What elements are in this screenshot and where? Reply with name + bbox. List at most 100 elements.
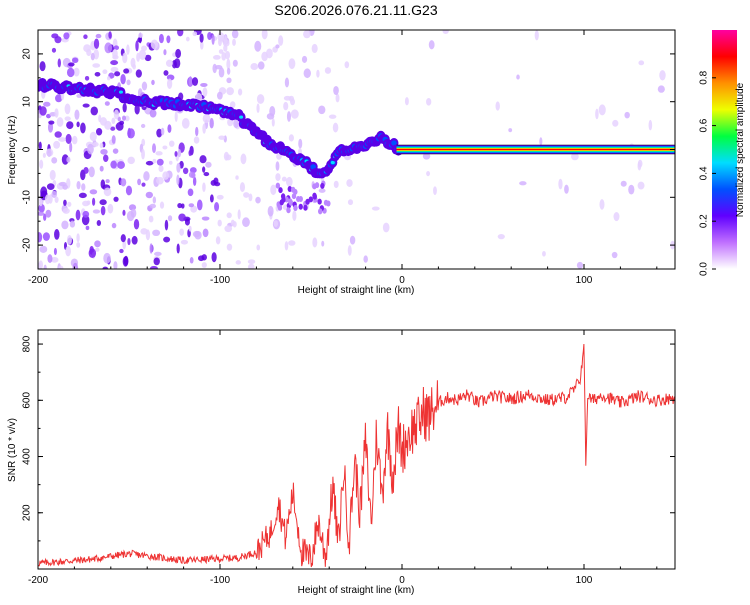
spectrogram-noise-cell — [318, 105, 326, 115]
spectrogram-trail-cell — [303, 204, 308, 211]
spectrogram-noise-cell — [42, 232, 50, 241]
spectrogram-trail-cell — [281, 196, 286, 203]
spectrogram-noise-cell — [50, 256, 59, 263]
spectrogram-noise-cell — [637, 181, 645, 190]
spectrogram-noise-cell — [133, 218, 140, 230]
snr-y-label: SNR (10 * v/v) — [7, 418, 18, 482]
spectrogram-noise-cell — [83, 34, 88, 39]
spectrogram-noise-cell — [303, 30, 311, 39]
snr-x-tick-label: 100 — [576, 575, 593, 586]
spectrogram-noise-cell — [188, 203, 195, 208]
spectrogram-noise-cell — [189, 167, 197, 174]
spectrogram-noise-cell — [61, 220, 69, 230]
spectrogram-noise-cell — [72, 262, 79, 269]
snr-x-tick-label: -200 — [28, 575, 48, 586]
spectrogram-x-tick-label: -200 — [28, 275, 48, 286]
spectrogram-noise-cell — [202, 182, 206, 193]
spectrogram-noise-cell — [261, 30, 268, 40]
spectrogram-noise-cell — [190, 205, 198, 213]
spectrogram-noise-cell — [74, 109, 80, 120]
spectrogram-noise-cell — [93, 38, 100, 50]
spectrogram-noise-cell — [611, 251, 618, 259]
spectrogram-noise-cell — [231, 30, 239, 39]
spectrogram-noise-cell — [433, 186, 437, 196]
spectrogram-noise-cell — [382, 222, 390, 233]
spectrogram-ridge — [38, 77, 675, 215]
spectrogram-noise-cell — [58, 265, 64, 269]
spectrogram-noise-cell — [99, 199, 107, 206]
spectrogram-noise-cell — [68, 62, 75, 67]
spectrogram-noise-cell — [347, 199, 354, 206]
spectrogram-x-label: Height of straight line (km) — [298, 285, 415, 296]
spectrogram-noise-cell — [214, 181, 221, 187]
spectrogram-noise-cell — [301, 55, 308, 63]
spectrogram-noise-cell — [141, 148, 145, 160]
spectrogram-noise-cell — [226, 77, 232, 84]
spectrogram-trail-cell — [320, 182, 325, 189]
spectrogram-noise-cell — [275, 44, 280, 49]
spectrogram-noise-cell — [63, 32, 70, 40]
spectrogram-noise-cell — [53, 247, 57, 256]
spectrogram-noise-cell — [363, 255, 368, 263]
spectrogram-noise-cell — [54, 131, 62, 138]
spectrogram-y-tick-label: -20 — [22, 237, 33, 252]
spectrogram-trail-cell — [312, 193, 317, 200]
spectrogram-noise-cell — [71, 135, 78, 145]
spectrogram-x-tick-label: -100 — [210, 275, 230, 286]
spectrogram-noise-cell — [164, 219, 169, 231]
spectrogram-noise-cell — [202, 123, 206, 134]
spectrogram-noise-cell — [67, 234, 72, 245]
spectrogram-noise-cell — [141, 81, 148, 91]
spectrogram-noise-cell — [107, 203, 114, 214]
spectrogram-noise-cell — [167, 215, 173, 222]
snr-x-tick-label: 0 — [399, 575, 405, 586]
spectrogram-noise-cell — [276, 153, 282, 160]
spectrogram-noise-cell — [90, 52, 95, 61]
spectrogram-noise-cell — [127, 127, 131, 139]
spectrogram-noise-cell — [226, 212, 232, 219]
spectrogram-noise-cell — [38, 141, 42, 151]
spectrogram-noise-cell — [122, 52, 128, 64]
spectrogram-noise-cell — [426, 98, 432, 106]
spectrogram-noise-cell — [199, 40, 204, 50]
snr-series-line — [38, 343, 675, 568]
spectrogram-noise-cell — [67, 201, 72, 207]
spectrogram-noise-cell — [428, 40, 435, 50]
spectrogram-noise-cell — [637, 159, 643, 168]
spectrogram-noise-cell — [69, 220, 76, 228]
spectrogram-noise-cell — [98, 114, 102, 123]
spectrogram-noise-cell — [595, 108, 599, 120]
spectrogram-noise-cell — [224, 50, 231, 60]
spectrogram-noise-cell — [45, 148, 54, 157]
spectrogram-noise-cell — [155, 176, 164, 185]
spectrogram-noise-cell — [112, 148, 119, 154]
spectrogram-noise-cell — [316, 69, 320, 78]
spectrogram-noise-cell — [203, 172, 210, 177]
spectrogram-noise-cell — [86, 48, 92, 57]
spectrogram-noise-cell — [126, 79, 131, 86]
spectrogram-trail-cell — [298, 203, 303, 210]
spectrogram-noise-cell — [113, 45, 120, 51]
colorbar-tick-label: 0.4 — [699, 166, 710, 180]
spectrogram-noise-cell — [99, 142, 104, 149]
spectrogram-noise-cell — [137, 37, 142, 43]
spectrogram-noise-cell — [188, 225, 192, 232]
spectrogram-noise-cell — [229, 101, 236, 109]
spectrogram-noise-cell — [160, 127, 165, 136]
spectrogram-noise-cell — [230, 219, 235, 227]
spectrogram-noise-cell — [43, 101, 51, 107]
spectrogram-y-tick-label: -10 — [22, 190, 33, 205]
spectrogram-noise-cell — [254, 40, 262, 52]
spectrogram-noise-cell — [174, 111, 178, 122]
spectrogram-noise-cell — [247, 259, 256, 265]
spectrogram-noise-cell — [288, 58, 296, 70]
spectrogram-noise-cell — [54, 229, 60, 240]
spectrogram-noise-cell — [39, 159, 44, 169]
spectrogram-noise-cell — [256, 244, 261, 251]
spectrogram-ridge-peak — [239, 115, 244, 119]
spectrogram-noise-cell — [290, 109, 299, 119]
spectrogram-noise-cell — [283, 95, 292, 101]
spectrogram-noise-cell — [156, 128, 163, 138]
spectrogram-noise-cell — [151, 79, 155, 86]
spectrogram-noise-cell — [243, 192, 250, 198]
